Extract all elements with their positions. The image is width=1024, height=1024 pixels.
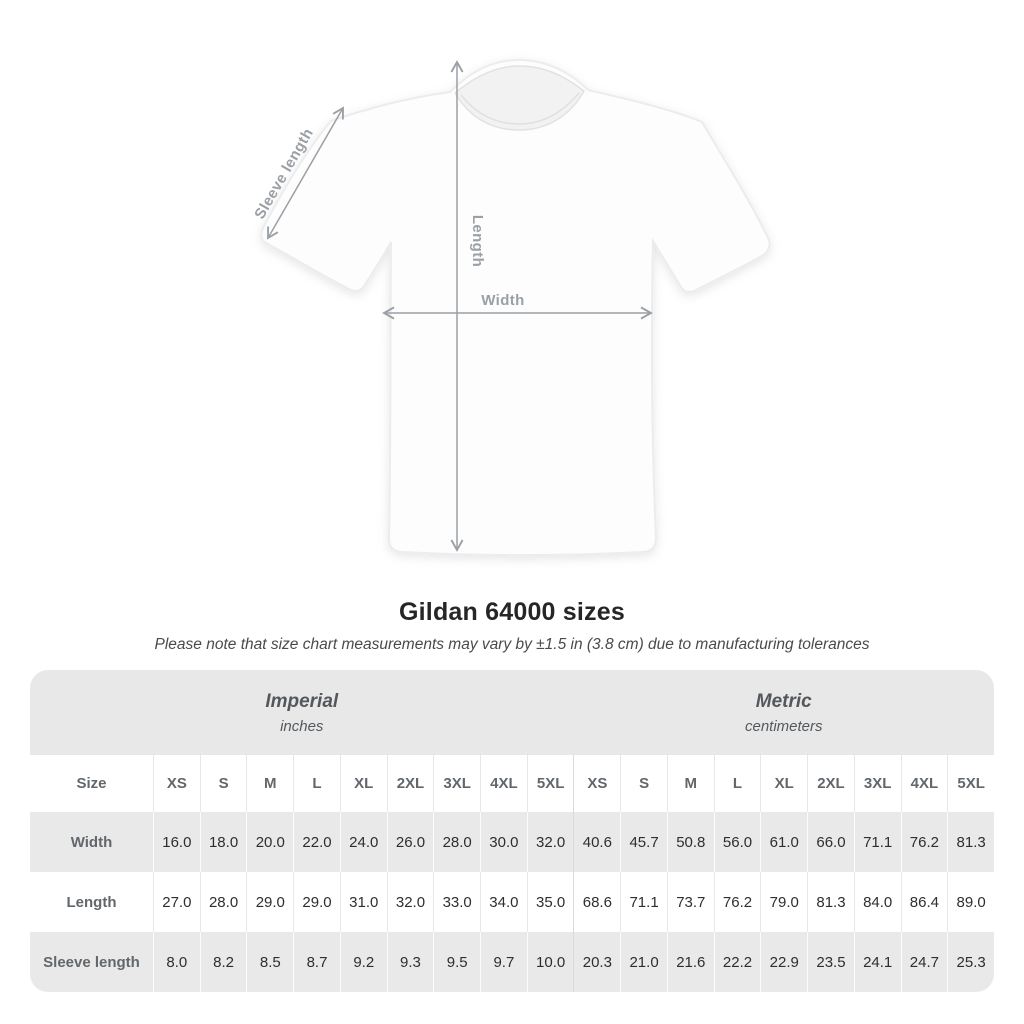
unit-group-header: Imperial inches Metric centimeters [30, 670, 994, 755]
sleeve-imperial-5xl: 10.0 [526, 932, 574, 992]
length-imperial-s: 28.0 [199, 872, 247, 932]
sleeve-metric-m: 21.6 [666, 932, 714, 992]
width-imperial-m: 20.0 [246, 812, 293, 872]
width-metric-l: 56.0 [713, 812, 761, 872]
sleeve-metric-2xl: 23.5 [807, 932, 854, 992]
width-metric-5xl: 81.3 [947, 812, 994, 872]
sleeve-metric-xl: 22.9 [760, 932, 807, 992]
sleeve-metric-xs: 20.3 [573, 932, 620, 992]
col-header-imperial-5xl: 5XL [526, 755, 574, 812]
length-metric-3xl: 84.0 [853, 872, 901, 932]
width-metric-xs: 40.6 [573, 812, 620, 872]
table-row-sleeve-length: Sleeve length 8.0 8.2 8.5 8.7 9.2 9.3 9.… [30, 932, 994, 992]
sleeve-metric-s: 21.0 [620, 932, 667, 992]
row-label-sleeve-length: Sleeve length [43, 953, 140, 971]
length-imperial-xl: 31.0 [339, 872, 387, 932]
size-column-header: Size [76, 775, 107, 792]
table-row-width: Width 16.0 18.0 20.0 22.0 24.0 26.0 28.0… [30, 812, 994, 872]
sleeve-metric-5xl: 25.3 [947, 932, 994, 992]
width-imperial-3xl: 28.0 [433, 812, 480, 872]
imperial-group-label: Imperial [265, 690, 339, 712]
metric-group-unit: centimeters [744, 717, 823, 735]
width-metric-m: 50.8 [666, 812, 714, 872]
length-imperial-2xl: 32.0 [386, 872, 434, 932]
size-guide-figure: Sleeve length Length Width [251, 58, 771, 556]
row-label-length: Length [66, 893, 117, 911]
metric-group-header: Metric centimeters [574, 670, 995, 755]
sleeve-metric-3xl: 24.1 [853, 932, 901, 992]
length-imperial-4xl: 34.0 [480, 872, 527, 932]
col-header-imperial-m: M [246, 755, 293, 812]
col-header-metric-xs: XS [573, 755, 620, 812]
sleeve-imperial-3xl: 9.5 [433, 932, 480, 992]
tshirt-collar-seam [460, 92, 580, 125]
table-row-length: Length 27.0 28.0 29.0 29.0 31.0 32.0 33.… [30, 872, 994, 932]
width-metric-xl: 61.0 [760, 812, 807, 872]
col-header-metric-2xl: 2XL [807, 755, 854, 812]
col-header-imperial-s: S [199, 755, 247, 812]
col-header-metric-l: L [713, 755, 761, 812]
width-metric-4xl: 76.2 [900, 812, 948, 872]
col-header-imperial-xs: XS [153, 755, 200, 812]
col-header-metric-xl: XL [760, 755, 807, 812]
sleeve-imperial-xl: 9.2 [339, 932, 387, 992]
width-imperial-s: 18.0 [199, 812, 247, 872]
tshirt-measurement-diagram: Sleeve length Length Width [251, 58, 771, 556]
length-imperial-m: 29.0 [246, 872, 293, 932]
col-header-metric-s: S [620, 755, 667, 812]
length-imperial-3xl: 33.0 [433, 872, 480, 932]
tolerance-note: Please note that size chart measurements… [154, 636, 870, 653]
width-metric-s: 45.7 [620, 812, 667, 872]
width-imperial-2xl: 26.0 [386, 812, 434, 872]
col-header-imperial-l: L [293, 755, 340, 812]
sleeve-metric-l: 22.2 [713, 932, 761, 992]
size-chart-table: Imperial inches Metric centimeters Size … [30, 670, 994, 992]
size-header-row: Size XS S M L XL 2XL 3XL 4XL 5XL XS S M … [30, 755, 994, 812]
sleeve-imperial-l: 8.7 [293, 932, 340, 992]
length-imperial-5xl: 35.0 [526, 872, 574, 932]
imperial-group-unit: inches [280, 717, 324, 735]
length-metric-2xl: 81.3 [807, 872, 854, 932]
sleeve-imperial-4xl: 9.7 [480, 932, 527, 992]
width-imperial-4xl: 30.0 [480, 812, 527, 872]
length-metric-l: 76.2 [713, 872, 761, 932]
length-metric-4xl: 86.4 [900, 872, 948, 932]
width-imperial-xs: 16.0 [153, 812, 200, 872]
length-metric-xl: 79.0 [760, 872, 807, 932]
tshirt-neck-opening [454, 65, 585, 131]
length-metric-5xl: 89.0 [947, 872, 994, 932]
length-imperial-xs: 27.0 [153, 872, 200, 932]
length-metric-xs: 68.6 [573, 872, 620, 932]
length-label: Length [469, 215, 486, 267]
metric-group-label: Metric [755, 690, 812, 712]
row-label-width: Width [70, 833, 113, 851]
col-header-metric-5xl: 5XL [947, 755, 994, 812]
col-header-imperial-4xl: 4XL [480, 755, 527, 812]
page-title: Gildan 64000 sizes [399, 598, 625, 626]
col-header-metric-4xl: 4XL [900, 755, 948, 812]
width-metric-3xl: 71.1 [853, 812, 901, 872]
width-metric-2xl: 66.0 [807, 812, 854, 872]
sleeve-imperial-xs: 8.0 [153, 932, 200, 992]
length-imperial-l: 29.0 [293, 872, 340, 932]
length-metric-s: 71.1 [620, 872, 667, 932]
sleeve-imperial-2xl: 9.3 [386, 932, 434, 992]
col-header-imperial-xl: XL [339, 755, 387, 812]
sleeve-imperial-s: 8.2 [199, 932, 247, 992]
imperial-group-header: Imperial inches [30, 670, 574, 755]
width-imperial-l: 22.0 [293, 812, 340, 872]
col-header-imperial-3xl: 3XL [433, 755, 480, 812]
col-header-metric-m: M [666, 755, 714, 812]
col-header-metric-3xl: 3XL [853, 755, 901, 812]
width-imperial-5xl: 32.0 [526, 812, 574, 872]
width-label: Width [481, 292, 525, 309]
length-metric-m: 73.7 [666, 872, 714, 932]
width-imperial-xl: 24.0 [339, 812, 387, 872]
sleeve-imperial-m: 8.5 [246, 932, 293, 992]
sleeve-length-arrow [267, 106, 344, 240]
col-header-imperial-2xl: 2XL [386, 755, 434, 812]
sleeve-metric-4xl: 24.7 [900, 932, 948, 992]
